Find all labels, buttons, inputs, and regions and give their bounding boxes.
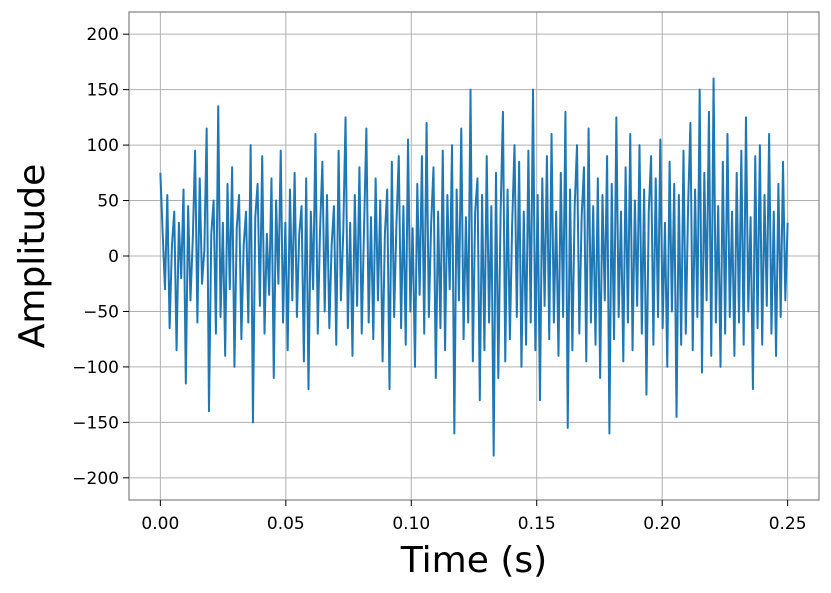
y-tick-label: 100 [87, 136, 119, 156]
signal-line [159, 77, 789, 457]
y-tick-label: 200 [87, 25, 119, 45]
y-axis-ticks: −200 −150 −100 −50 0 50 100 150 200 [72, 25, 129, 489]
series-group [159, 77, 789, 457]
y-tick-label: −150 [72, 413, 119, 433]
x-tick-label: 0.15 [518, 514, 556, 534]
y-axis-label: Amplitude [12, 164, 53, 348]
x-axis-ticks: 0.00 0.05 0.10 0.15 0.20 0.25 [141, 500, 807, 534]
y-tick-label: 0 [108, 247, 119, 267]
x-tick-label: 0.20 [643, 514, 681, 534]
y-tick-label: 150 [87, 81, 119, 101]
y-tick-label: 50 [97, 192, 119, 212]
x-tick-label: 0.25 [769, 514, 807, 534]
y-tick-label: −200 [72, 469, 119, 489]
y-tick-label: −100 [72, 358, 119, 378]
x-tick-label: 0.05 [267, 514, 305, 534]
y-tick-label: −50 [83, 302, 119, 322]
x-tick-label: 0.10 [392, 514, 430, 534]
x-tick-label: 0.00 [141, 514, 179, 534]
x-axis-label: Time (s) [400, 540, 547, 581]
